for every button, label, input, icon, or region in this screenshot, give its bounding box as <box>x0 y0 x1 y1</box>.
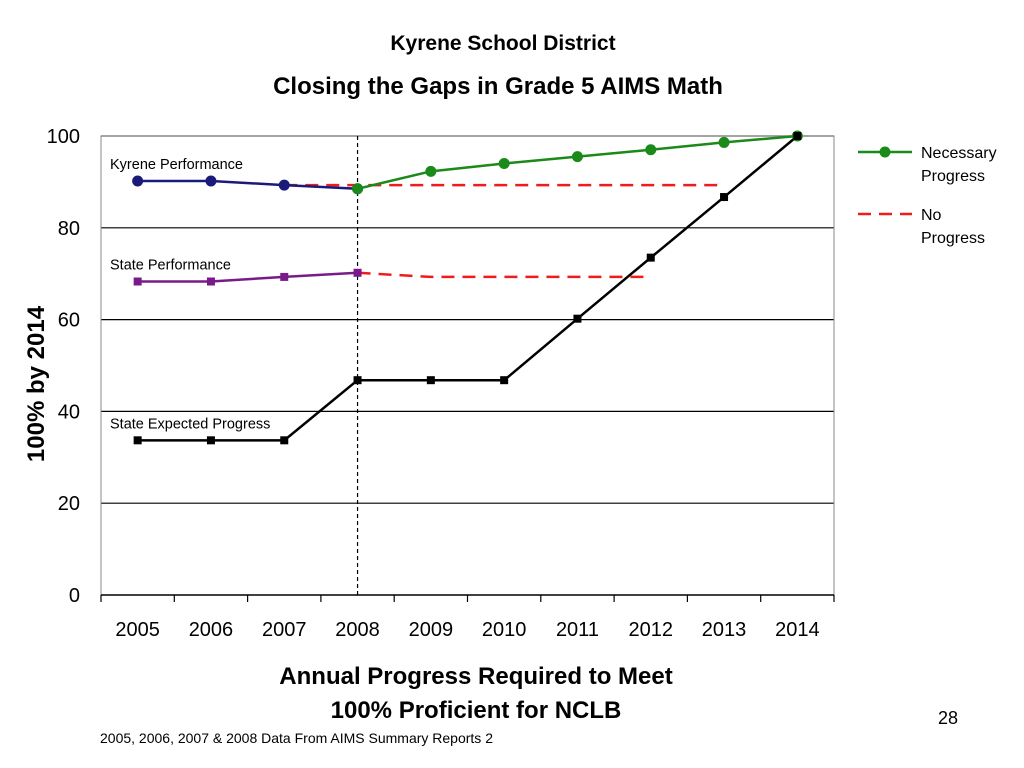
data-point <box>280 436 289 445</box>
y-tick-label: 100 <box>47 126 80 148</box>
legend-label: Progress <box>921 230 985 247</box>
data-point <box>352 183 364 195</box>
x-axis-title-line2: 100% Proficient for NCLB <box>330 697 622 724</box>
data-point <box>646 253 655 262</box>
data-point <box>793 132 802 140</box>
y-axis-title: 100% by 2014 <box>23 305 50 462</box>
data-point <box>500 376 509 385</box>
data-point <box>132 175 144 187</box>
x-tick-label: 2014 <box>775 619 820 641</box>
series-line <box>137 179 358 191</box>
series-line <box>357 271 651 279</box>
x-tick-label: 2012 <box>629 619 674 641</box>
x-tick-label: 2009 <box>409 619 454 641</box>
data-point <box>426 376 435 385</box>
chart-title: Kyrene School District <box>390 32 616 55</box>
data-point <box>280 272 289 281</box>
series-label: Kyrene Performance <box>110 157 243 173</box>
x-axis-title-line1: Annual Progress Required to Meet <box>279 663 673 690</box>
y-tick-label: 0 <box>69 585 80 607</box>
data-point <box>645 144 657 156</box>
series-lines <box>137 134 799 442</box>
data-point <box>353 376 362 385</box>
x-tick-label: 2011 <box>556 619 599 641</box>
data-point <box>353 268 362 277</box>
data-point <box>718 136 730 148</box>
x-tick-label: 2013 <box>702 619 747 641</box>
data-point <box>205 175 217 187</box>
legend-label: Progress <box>921 168 985 185</box>
series-label: State Performance <box>110 258 231 274</box>
data-point <box>206 436 215 445</box>
data-point <box>573 314 582 323</box>
page-number: 28 <box>938 708 959 728</box>
data-point <box>133 277 142 286</box>
legend: Necessary Progress No Progress <box>858 145 997 247</box>
series-markers <box>132 130 803 445</box>
data-point <box>425 165 437 177</box>
series-label: State Expected Progress <box>110 416 270 432</box>
y-tick-label: 60 <box>58 310 80 332</box>
gridlines <box>101 135 834 504</box>
legend-marker <box>879 146 891 158</box>
data-point <box>206 277 215 286</box>
x-tick-label: 2006 <box>189 619 234 641</box>
x-tick-label: 2005 <box>115 619 160 641</box>
legend-label: No <box>921 207 942 224</box>
x-tick-label: 2010 <box>482 619 527 641</box>
series-line <box>357 134 798 191</box>
data-point <box>133 436 142 445</box>
data-point <box>720 193 729 202</box>
x-axis-title: Annual Progress Required to Meet 100% Pr… <box>226 660 726 728</box>
source-note: 2005, 2006, 2007 & 2008 Data From AIMS S… <box>100 730 493 746</box>
data-point <box>278 179 290 191</box>
data-point <box>498 158 510 170</box>
plot-area <box>100 135 835 596</box>
data-point <box>571 151 583 163</box>
series-line <box>137 135 799 442</box>
axes: 0 20 40 60 80 100 2005 2006 2007 2008 2009 2010 2011… <box>47 126 835 641</box>
x-tick-label: 2008 <box>335 619 380 641</box>
y-tick-label: 20 <box>58 493 80 515</box>
y-tick-label: 40 <box>58 401 80 423</box>
legend-label: Necessary <box>921 145 997 162</box>
x-tick-label: 2007 <box>262 619 307 641</box>
series-labels: Kyrene Performance State Performance State… <box>110 157 270 432</box>
chart-subtitle: Closing the Gaps in Grade 5 AIMS Math <box>273 73 723 100</box>
y-tick-label: 80 <box>58 218 80 240</box>
series-line <box>137 271 358 283</box>
